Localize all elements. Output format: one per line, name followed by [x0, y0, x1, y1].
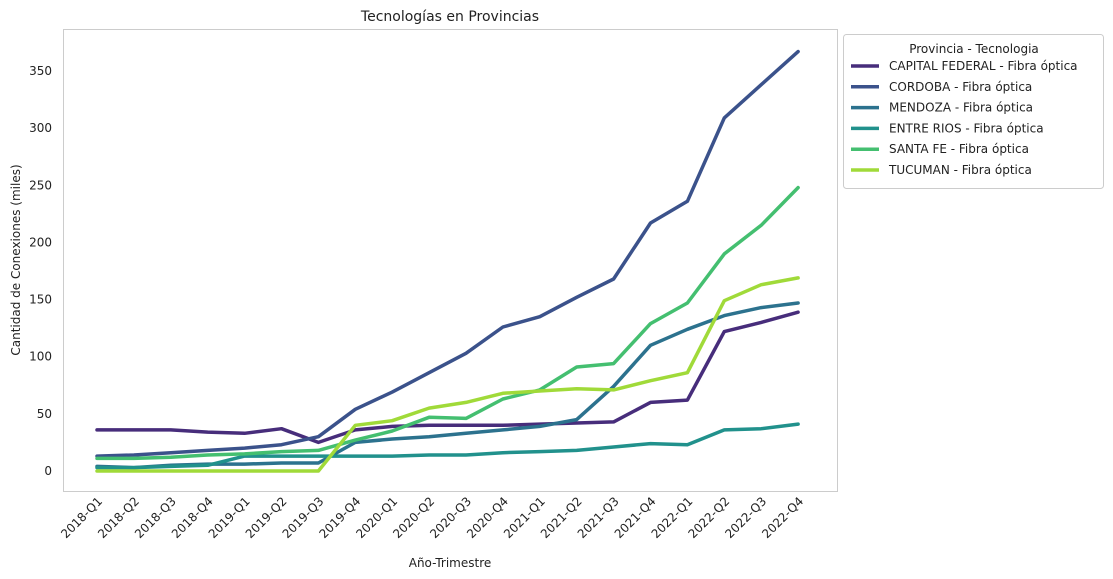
legend-label: MENDOZA - Fibra óptica — [889, 101, 1033, 115]
legend-title: Provincia - Tecnologia — [909, 42, 1039, 56]
y-tick-label: 300 — [29, 121, 52, 135]
series-line — [95, 310, 800, 445]
y-tick-label: 150 — [29, 293, 52, 307]
series-line — [95, 185, 800, 461]
legend-box — [843, 34, 1104, 189]
x-axis-ticks: 2018-Q12018-Q22018-Q32018-Q42019-Q12019-… — [58, 494, 806, 541]
legend-label: CORDOBA - Fibra óptica — [889, 80, 1032, 94]
legend-label: SANTA FE - Fibra óptica — [889, 142, 1029, 156]
x-axis-label: Año-Trimestre — [409, 556, 492, 570]
y-tick-label: 0 — [44, 464, 52, 478]
legend: Provincia - Tecnologia CAPITAL FEDERAL -… — [843, 34, 1104, 189]
legend-items: CAPITAL FEDERAL - Fibra óptica CORDOBA - … — [851, 59, 1078, 177]
y-axis-ticks: 0 50 100 150 200 250 300 350 — [29, 64, 52, 478]
legend-label: TUCUMAN - Fibra óptica — [888, 163, 1032, 177]
y-tick-label: 250 — [29, 178, 52, 192]
legend-label: ENTRE RIOS - Fibra óptica — [889, 121, 1044, 135]
y-tick-label: 100 — [29, 350, 52, 364]
y-tick-label: 50 — [37, 407, 52, 421]
series-line — [95, 276, 800, 473]
plot-area — [63, 29, 838, 492]
series-line — [95, 422, 800, 470]
legend-label: CAPITAL FEDERAL - Fibra óptica — [889, 59, 1078, 73]
series-line — [95, 49, 800, 458]
y-axis-label: Cantidad de Conexiones (miles) — [9, 164, 23, 355]
series-lines — [95, 49, 800, 473]
chart-title: Tecnologías en Provincias — [360, 9, 539, 25]
y-tick-label: 350 — [29, 64, 52, 78]
y-tick-label: 200 — [29, 235, 52, 249]
